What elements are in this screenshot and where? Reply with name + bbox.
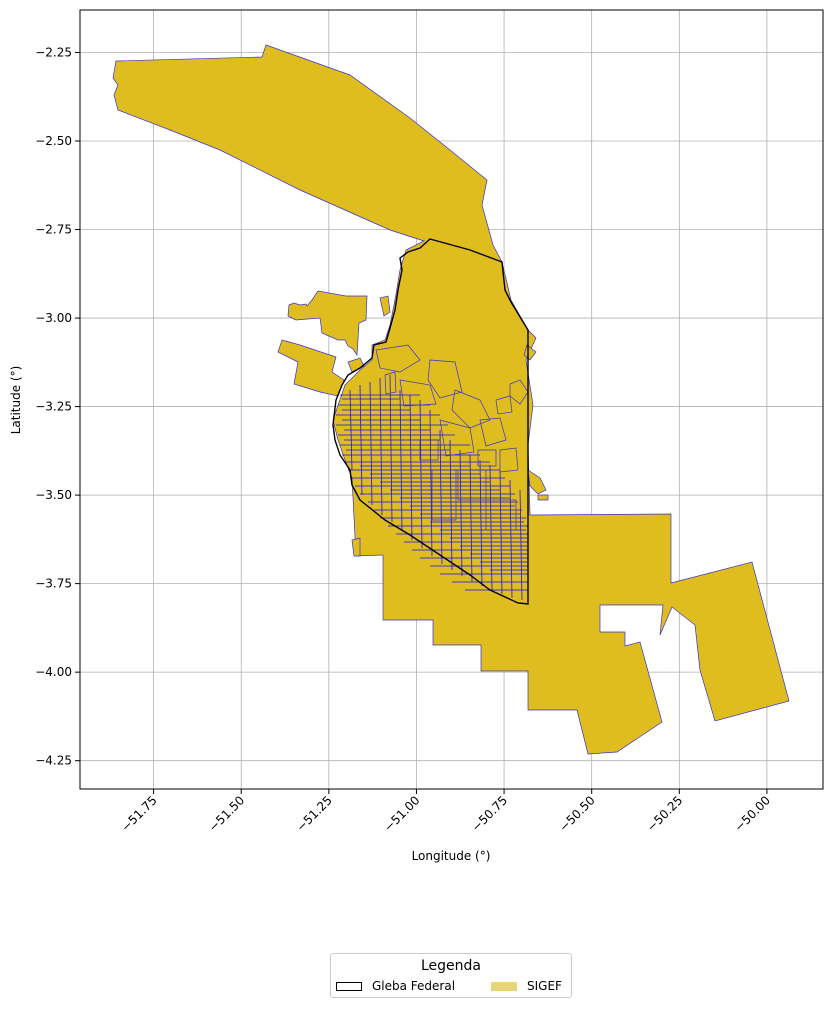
plot-frame (79, 9, 824, 790)
x-axis-label: Longitude (°) (412, 849, 491, 863)
x-tick-label: −50.50 (556, 793, 597, 834)
y-axis-label: Latitude (°) (9, 366, 23, 435)
x-tick-label: −51.00 (381, 793, 422, 834)
x-tick-label: −50.75 (469, 793, 510, 834)
legend-label-sigef: SIGEF (527, 979, 562, 993)
y-tick-label: −3.75 (35, 577, 72, 591)
x-tick-label: −50.25 (644, 793, 685, 834)
x-tick-label: −51.25 (294, 793, 335, 834)
y-tick-label: −3.00 (35, 311, 72, 325)
legend-label-gleba-federal: Gleba Federal (372, 979, 456, 993)
sigef-polygon-west-3 (347, 357, 365, 373)
x-tick-label: −51.50 (206, 793, 247, 834)
legend-entry-gleba-federal: Gleba Federal (336, 979, 455, 993)
legend-title: Legenda (420, 958, 481, 974)
sigef-polygon-east-4 (537, 494, 549, 501)
x-axis-ticks: −51.75 −51.50 −51.25 −51.00 −50.75 −50.50 −50.… (118, 789, 773, 835)
sigef-polygon-east-1 (523, 344, 537, 361)
y-tick-label: −4.00 (35, 665, 72, 679)
sigef-polygon-east-2 (509, 379, 529, 405)
sigef-polygon-east-3 (527, 469, 547, 495)
sigef-polygon-south-1 (351, 537, 361, 557)
legend-swatch-outline (336, 981, 362, 991)
sigef-polygon-main (112, 44, 790, 755)
y-tick-label: −3.50 (35, 488, 72, 502)
y-axis-ticks: −2.25 −2.50 −2.75 −3.00 −3.25 −3.50 −3.75 −4.00… (35, 45, 80, 768)
legend: Legenda Gleba Federal SIGEF (330, 953, 572, 998)
y-tick-label: −3.25 (35, 400, 72, 414)
x-tick-label: −51.75 (118, 793, 159, 834)
sigef-polygon-west-1 (287, 290, 368, 357)
legend-swatch-fill (491, 981, 517, 991)
sigef-polygon-west-2 (277, 339, 345, 397)
y-tick-label: −2.75 (35, 223, 72, 237)
legend-entry-sigef: SIGEF (491, 979, 562, 993)
gleba-federal-outline (332, 238, 529, 605)
sigef-polygons (112, 44, 790, 755)
x-tick-label: −50.00 (732, 793, 773, 834)
gleba-federal-polygon (332, 238, 529, 605)
sigef-parcel-divisions (336, 344, 528, 601)
y-tick-label: −4.25 (35, 754, 72, 768)
sigef-polygon-west-4 (379, 295, 391, 317)
y-tick-label: −2.50 (35, 134, 72, 148)
y-tick-label: −2.25 (35, 45, 72, 59)
